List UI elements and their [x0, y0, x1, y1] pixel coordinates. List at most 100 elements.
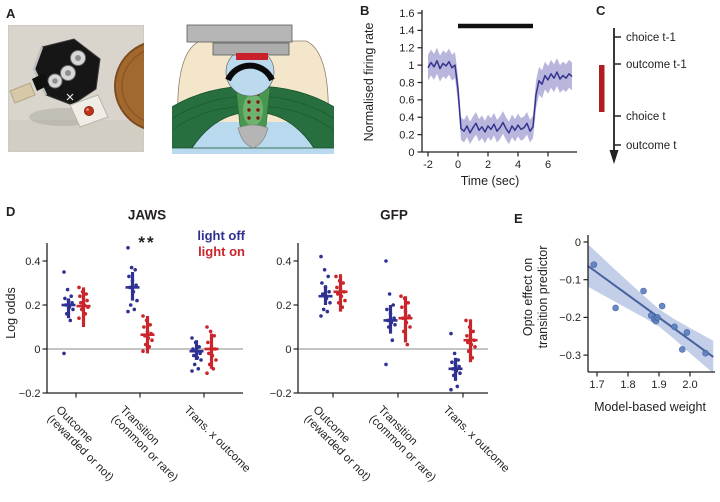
e-x-tick-label: 1.8	[620, 379, 635, 391]
category-label: Transition(common or rare)	[109, 404, 189, 484]
session-dot	[135, 298, 139, 303]
timeline-event-label: choice t-1	[626, 32, 676, 44]
session-dot	[405, 342, 410, 347]
session-dot	[384, 362, 388, 367]
session-dot	[142, 325, 146, 329]
stim-window-bar	[599, 65, 605, 112]
session-dot	[71, 307, 75, 312]
b-y-tick-label: 1.2	[399, 43, 414, 55]
session-dot	[84, 292, 88, 296]
session-dot	[391, 303, 395, 307]
coin	[114, 42, 144, 130]
session-dot	[325, 309, 330, 314]
e-x-tick-label: 1.7	[589, 379, 604, 391]
session-dot	[208, 329, 213, 334]
panel-e-chart: 0 −0.1 −0.2 −0.3 1.7 1.8 1.9 2.0	[559, 235, 715, 391]
e-x-axis-label: Model-based weight	[594, 400, 706, 414]
subject-point	[702, 349, 709, 357]
subject-point	[654, 314, 661, 321]
category-label: Outcome(rewarded or not)	[302, 404, 382, 484]
b-x-tick-label: 2	[485, 159, 491, 171]
panel-c-timeline: choice t-1 outcome t-1 choice t outcome t	[599, 28, 687, 164]
jaws-title: JAWS	[127, 207, 167, 223]
session-dot	[450, 360, 454, 364]
session-dot	[465, 334, 469, 338]
subject-point	[678, 346, 686, 353]
category-label: Trans. x outcome	[182, 404, 253, 475]
implant-photo	[8, 25, 144, 152]
panel-label-b: B	[360, 3, 370, 18]
subject-point	[612, 304, 619, 312]
session-dot	[132, 307, 137, 312]
e-y-tick-label: 0	[575, 237, 581, 249]
session-dot	[77, 316, 81, 320]
d-y-tick-label: 0.4	[276, 256, 291, 268]
regression-line	[587, 264, 714, 358]
session-dot	[148, 323, 152, 327]
session-dot	[63, 296, 67, 301]
session-dot	[196, 367, 201, 371]
category-label: Transition(common or rare)	[367, 404, 447, 484]
session-dot	[328, 301, 332, 305]
session-dot	[464, 318, 468, 323]
e-x-tick-label: 1.9	[651, 379, 666, 391]
session-dot	[473, 345, 477, 349]
subject-point	[590, 261, 598, 268]
session-dot	[212, 334, 216, 338]
ventricle-structures	[237, 124, 269, 149]
category-label: Trans. x outcome	[441, 404, 512, 475]
panel-label-a: A	[6, 6, 16, 21]
session-dot	[471, 329, 475, 334]
session-dot	[449, 387, 453, 392]
session-dot	[65, 287, 70, 292]
session-dot	[127, 274, 131, 279]
session-dot	[62, 270, 66, 274]
session-dot	[126, 246, 130, 250]
led-bar	[236, 53, 268, 60]
implant-schematic	[172, 24, 334, 154]
connector-pins	[47, 50, 86, 89]
panel-label-e: E	[514, 211, 523, 226]
b-y-tick-label: 1.6	[399, 8, 414, 20]
red-led	[84, 106, 94, 116]
session-dot	[319, 314, 323, 318]
connector-pin-tail	[9, 82, 36, 104]
light-legend: light off light on	[197, 228, 245, 260]
b-y-axis-label: Normalised firing rate	[362, 22, 376, 142]
legend-light-on: light on	[198, 244, 245, 259]
panel-label-d: D	[6, 204, 16, 219]
session-dot	[455, 384, 460, 389]
session-dot	[449, 331, 453, 336]
session-dot	[85, 298, 89, 303]
e-y-tick-label: −0.1	[559, 275, 581, 287]
b-y-tick-label: 1	[408, 60, 414, 72]
session-dot	[406, 301, 410, 305]
session-dot	[335, 285, 339, 290]
headbar	[186, 24, 293, 43]
b-x-tick-label: 0	[455, 159, 461, 171]
implant-well	[225, 62, 275, 82]
session-dot	[133, 268, 137, 272]
session-dot	[150, 338, 154, 342]
legend-light-off: light off	[197, 228, 245, 243]
d-y-tick-label: 0.2	[25, 300, 40, 312]
session-dot	[129, 265, 134, 270]
session-dot	[205, 325, 209, 329]
session-dot	[79, 301, 83, 305]
session-dot	[192, 353, 196, 358]
e-y-axis-label: Opto effect on transition predictor	[521, 245, 550, 349]
session-dot	[190, 336, 194, 340]
panel-b-chart: 0 0.2 0.4 0.6 0.8 1 1.2 1.4 1.6 -2 0 2 4 6	[399, 8, 577, 171]
d-y-tick-label: 0.2	[276, 300, 291, 312]
session-dot	[393, 323, 397, 327]
session-dot	[456, 358, 460, 362]
session-dot	[214, 358, 218, 362]
session-dot	[321, 307, 326, 312]
session-dot	[77, 285, 81, 290]
b-y-tick-label: 0.2	[399, 129, 414, 141]
session-dot	[322, 268, 327, 272]
session-dot	[385, 307, 389, 312]
session-dot	[199, 358, 203, 362]
